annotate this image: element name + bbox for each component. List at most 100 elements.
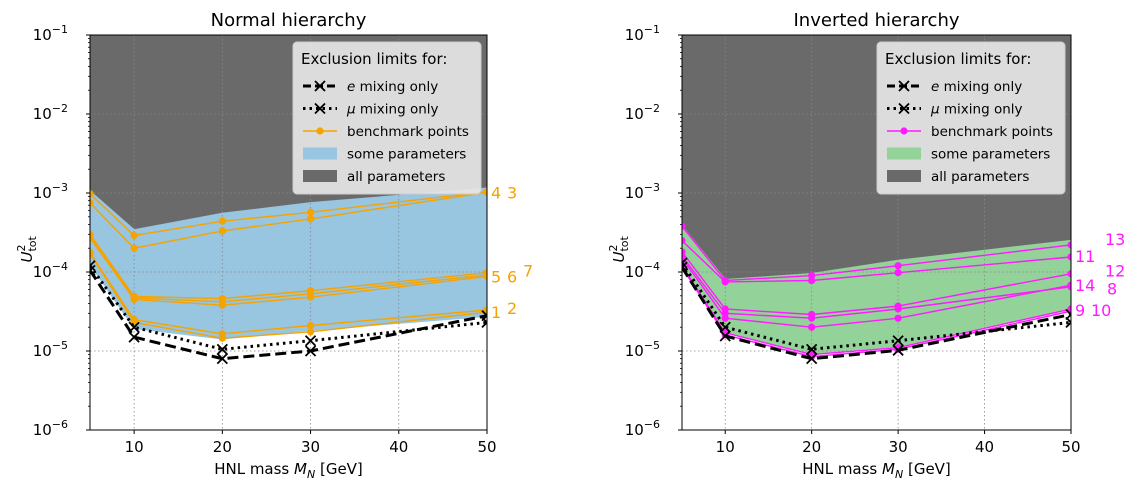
- legend-marker: [314, 102, 326, 115]
- benchmark-label-1: 1: [491, 303, 501, 322]
- benchmark-point-7: [130, 292, 138, 301]
- benchmark-label-12: 12: [1105, 261, 1125, 280]
- x-tick-label: 40: [389, 438, 408, 456]
- benchmark-point-12: [1067, 270, 1071, 278]
- y-tick-label: 10−3: [625, 181, 660, 202]
- benchmark-point-11: [1067, 253, 1071, 261]
- benchmark-label-8: 8: [1107, 279, 1117, 298]
- benchmark-point-8: [721, 309, 729, 317]
- legend-title: Exclusion limits for:: [301, 50, 447, 68]
- benchmark-label-5: 5: [491, 267, 501, 286]
- benchmark-label-9: 9: [1075, 301, 1085, 320]
- mu-mixing-limit-marker: [892, 335, 904, 347]
- benchmark-point-3: [218, 227, 226, 235]
- legend-marker: [898, 102, 910, 115]
- legend-label: some parameters: [931, 147, 1050, 163]
- benchmark-point-11: [894, 269, 902, 277]
- legend: Exclusion limits for: e mixing only μ mixi…: [876, 41, 1066, 195]
- mu-mixing-limit-marker: [216, 343, 228, 355]
- benchmark-point-2: [218, 330, 226, 338]
- y-tick-label: 10−1: [625, 23, 660, 44]
- legend-label: μ mixing only: [346, 102, 439, 118]
- mu-mixing-limit-marker: [806, 343, 818, 355]
- benchmark-label-11: 11: [1075, 247, 1095, 266]
- benchmark-point-4: [130, 231, 138, 240]
- e-mixing-limit-marker: [719, 330, 731, 342]
- benchmark-point-3: [90, 199, 94, 207]
- benchmark-point-1: [306, 328, 315, 336]
- e-mixing-limit-marker: [481, 310, 487, 322]
- y-tick-label: 10−2: [33, 102, 68, 123]
- benchmark-point-7: [483, 269, 487, 277]
- benchmark-label-14: 14: [1075, 276, 1095, 295]
- legend-label: μ mixing only: [930, 102, 1023, 118]
- benchmark-point-3: [130, 244, 138, 252]
- benchmark-point-14: [894, 314, 902, 322]
- x-tick-label: 20: [802, 438, 821, 456]
- benchmark-point-2: [90, 249, 94, 257]
- benchmark-label-7: 7: [523, 261, 533, 280]
- y-tick-label: 10−5: [625, 339, 660, 360]
- band-upper-edge: [90, 187, 487, 231]
- legend-label: all parameters: [347, 169, 445, 185]
- benchmark-point-8: [808, 314, 816, 322]
- benchmark-point-4: [90, 190, 94, 198]
- benchmark-point-13: [1067, 241, 1071, 249]
- legend-marker: [900, 127, 908, 135]
- benchmark-point-14: [808, 323, 816, 331]
- benchmark-point-13: [894, 262, 902, 270]
- e-mixing-limit-marker: [1065, 308, 1071, 321]
- x-tick-label: 20: [213, 438, 232, 456]
- x-tick-label: 10: [125, 438, 144, 456]
- legend-label: all parameters: [931, 169, 1029, 185]
- benchmark-point-8: [682, 252, 686, 260]
- x-tick-label: 50: [477, 438, 496, 456]
- legend-swatch: [887, 170, 921, 182]
- x-tick-label: 30: [889, 438, 908, 456]
- legend-swatch: [303, 170, 337, 182]
- benchmark-point-2: [306, 321, 315, 330]
- some-parameters-band: [682, 226, 1071, 355]
- benchmark-point-13: [721, 276, 729, 285]
- e-mixing-limit-marker: [682, 261, 688, 273]
- x-tick-label: 30: [301, 438, 320, 456]
- benchmark-point-7: [306, 287, 315, 295]
- chart-title: Normal hierarchy: [211, 10, 367, 31]
- benchmark-point-13: [682, 222, 686, 230]
- legend-label: benchmark points: [931, 124, 1053, 140]
- benchmark-label-4: 4: [491, 183, 501, 202]
- mu-mixing-limit-marker: [90, 260, 96, 272]
- benchmark-point-11: [682, 236, 686, 245]
- mu-mixing-limit-marker: [1065, 316, 1071, 329]
- x-axis-label: HNL mass MN [GeV]: [802, 460, 951, 479]
- y-axis-label: U2tot: [607, 235, 631, 262]
- e-mixing-limit-marker: [806, 353, 818, 365]
- mu-mixing-limit-line: [90, 264, 487, 351]
- legend-label: e mixing only: [347, 79, 438, 95]
- benchmark-label-3: 3: [507, 183, 517, 202]
- benchmark-label-13: 13: [1105, 230, 1125, 249]
- chart-title: Inverted hierarchy: [794, 10, 960, 31]
- legend-box: [292, 41, 482, 195]
- legend-marker: [898, 80, 910, 92]
- benchmark-label-6: 6: [507, 267, 517, 286]
- benchmark-point-8: [894, 305, 902, 313]
- e-mixing-limit-marker: [90, 264, 96, 276]
- panel-left: 10 20 30 40 50 10−6 10−5 10−4 10−3 10−2 10−1 Normal…: [15, 10, 533, 479]
- benchmark-point-4: [306, 208, 315, 216]
- benchmark-point-7: [218, 295, 226, 303]
- axes-frame: [89, 34, 488, 431]
- legend-marker: [314, 80, 326, 92]
- e-mixing-limit-marker: [304, 345, 317, 357]
- y-tick-label: 10−3: [33, 181, 68, 202]
- legend-swatch: [303, 147, 337, 160]
- legend-label: e mixing only: [931, 79, 1022, 95]
- x-tick-label: 10: [716, 438, 735, 456]
- y-tick-label: 10−1: [33, 23, 68, 44]
- benchmark-point-13: [808, 272, 816, 280]
- x-tick-label: 40: [975, 438, 994, 456]
- benchmark-point-4: [218, 217, 226, 225]
- legend-box: [876, 41, 1066, 195]
- axes-frame: [681, 34, 1072, 431]
